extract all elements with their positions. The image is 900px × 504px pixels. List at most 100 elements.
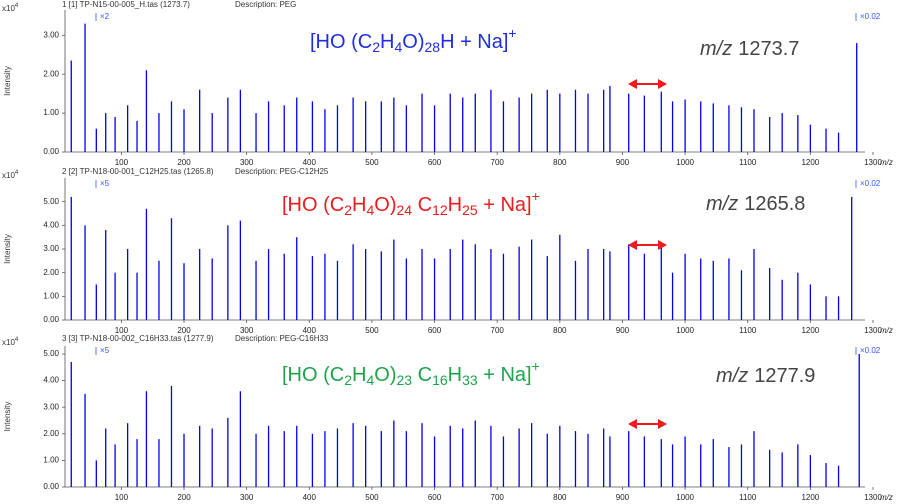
formula-subscript: 4 (366, 202, 374, 218)
x-tick-label: 1000 (676, 158, 694, 167)
y-tick-label: 4.00 (43, 220, 59, 229)
y-tick-label: 0.00 (43, 147, 59, 156)
y-tick-label: 3.00 (43, 402, 59, 411)
x-tick-label: 1000 (676, 326, 694, 335)
formula-part: [HO (C (282, 194, 344, 216)
panel-header: 1 [1] TP-N15-00-005_H.tas (1273.7) (62, 0, 190, 9)
x-tick-label: 500 (365, 158, 379, 167)
formula-part: H (352, 364, 366, 386)
y-scale-exp: 4 (15, 337, 19, 343)
x-tick-label: 400 (303, 158, 317, 167)
y-axis-label: Intensity (3, 402, 12, 432)
formula: [HO (C2H4O)23 C16H33 + Na]+ (282, 358, 540, 388)
formula-subscript: 4 (366, 372, 374, 388)
spectrum-panel: 1 [1] TP-N15-00-005_H.tas (1273.7) Descri… (2, 0, 893, 167)
formula-part: [HO (C (282, 364, 344, 386)
arrow-head (658, 79, 667, 89)
x-tick-label: 700 (491, 326, 505, 335)
y-tick-label: 5.00 (43, 197, 59, 206)
y-tick-label: 1.00 (43, 291, 59, 300)
mz-label: m/z (716, 365, 748, 387)
y-tick-label: 2.00 (43, 69, 59, 78)
formula-subscript: 25 (462, 202, 478, 218)
y-tick-label: 0.00 (43, 482, 59, 491)
x-axis-label: m/z (880, 326, 893, 335)
x-tick-label: 1300 (864, 158, 882, 167)
mz-label: m/z (700, 38, 732, 60)
x-tick-label: 1200 (801, 158, 819, 167)
y-tick-label: 3.00 (43, 30, 59, 39)
y-scale-base: x10 (2, 4, 15, 13)
formula-subscript: 23 (396, 372, 412, 388)
formula-subscript: 2 (372, 39, 380, 55)
x-tick-label: 500 (365, 493, 379, 502)
formula-superscript: + (532, 188, 540, 204)
mz-value: 1273.7 (738, 38, 799, 60)
formula-subscript: 33 (462, 372, 478, 388)
x-tick-label: 600 (428, 158, 442, 167)
arrow-head (628, 240, 637, 250)
zoom-left: ×5 (100, 346, 110, 355)
x-tick-label: 500 (365, 326, 379, 335)
formula-part: H (352, 194, 366, 216)
x-tick-label: 300 (240, 158, 254, 167)
formula-subscript: 12 (432, 202, 448, 218)
formula-part: + Na] (478, 194, 532, 216)
x-tick-label: 1200 (801, 326, 819, 335)
mz-value: 1265.8 (744, 193, 805, 215)
formula-part: H (448, 364, 462, 386)
x-tick-label: 900 (616, 326, 630, 335)
formula-subscript: 2 (344, 202, 352, 218)
zoom-left: ×2 (100, 12, 110, 21)
y-tick-label: 4.00 (43, 376, 59, 385)
y-tick-label: 5.00 (43, 349, 59, 358)
formula-part: O) (374, 194, 396, 216)
x-tick-label: 100 (115, 493, 129, 502)
y-tick-label: 0.00 (43, 315, 59, 324)
arrow-head (628, 79, 637, 89)
x-tick-label: 900 (616, 493, 630, 502)
panel-description: Description: PEG-C12H25 (235, 167, 329, 176)
spectrum-panel: 2 [2] TP-N18-00-001_C12H25.tas (1265.8) D… (2, 167, 893, 335)
spectrum-panel: 3 [3] TP-N18-00-002_C16H33.tas (1277.9) D… (2, 334, 893, 502)
x-tick-label: 800 (553, 158, 567, 167)
formula-subscript: 2 (344, 372, 352, 388)
formula-subscript: 28 (424, 39, 440, 55)
mz-value: 1277.9 (754, 365, 815, 387)
y-axis-label: Intensity (3, 234, 12, 264)
formula-part: C (412, 194, 432, 216)
formula-part: C (412, 364, 432, 386)
mz-annotation: m/z 1273.7 (700, 38, 799, 60)
x-tick-label: 1300 (864, 326, 882, 335)
x-tick-label: 1200 (801, 493, 819, 502)
x-axis-label: m/z (880, 158, 893, 167)
y-tick-label: 2.00 (43, 268, 59, 277)
x-axis-label: m/z (880, 493, 893, 502)
y-scale-base: x10 (2, 171, 15, 180)
formula-subscript: 4 (394, 39, 402, 55)
zoom-right: ×0.02 (860, 179, 881, 188)
y-scale-exp: 4 (15, 3, 19, 9)
panel-header: 3 [3] TP-N18-00-002_C16H33.tas (1277.9) (62, 334, 214, 343)
formula-subscript: 24 (396, 202, 412, 218)
mz-annotation: m/z 1265.8 (706, 193, 805, 215)
y-tick-label: 1.00 (43, 108, 59, 117)
x-tick-label: 1100 (739, 158, 757, 167)
mz-annotation: m/z 1277.9 (716, 365, 815, 387)
y-tick-label: 3.00 (43, 244, 59, 253)
arrow-head (628, 419, 637, 429)
formula-part: O) (374, 364, 396, 386)
panel-description: Description: PEG-C16H33 (235, 334, 329, 343)
zoom-left: ×5 (100, 179, 110, 188)
x-tick-label: 1300 (864, 493, 882, 502)
x-tick-label: 200 (177, 326, 191, 335)
arrow-head (658, 419, 667, 429)
x-tick-label: 800 (553, 493, 567, 502)
mz-label: m/z (706, 193, 738, 215)
x-tick-label: 200 (177, 493, 191, 502)
x-tick-label: 1100 (739, 326, 757, 335)
formula-subscript: 16 (432, 372, 448, 388)
formula-superscript: + (508, 25, 516, 41)
formula-part: H (448, 194, 462, 216)
x-tick-label: 600 (428, 493, 442, 502)
